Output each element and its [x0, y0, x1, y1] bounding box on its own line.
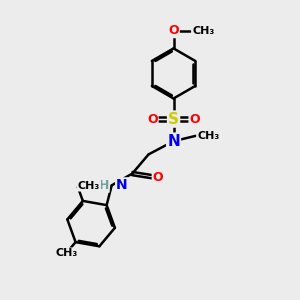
Text: O: O — [168, 24, 179, 37]
Text: CH₃: CH₃ — [197, 131, 219, 141]
Text: O: O — [189, 112, 200, 126]
Text: CH₃: CH₃ — [78, 181, 100, 190]
Text: H: H — [98, 179, 109, 192]
Text: O: O — [153, 171, 163, 184]
Text: N: N — [167, 134, 180, 149]
Text: CH₃: CH₃ — [192, 26, 214, 36]
Text: O: O — [147, 112, 158, 126]
Text: CH₃: CH₃ — [55, 248, 77, 258]
Text: S: S — [168, 112, 179, 127]
Text: N: N — [116, 178, 128, 192]
